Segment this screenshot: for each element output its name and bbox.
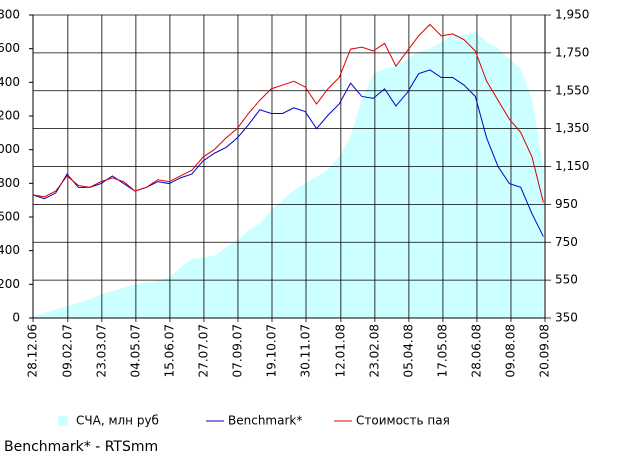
y2-tick-label: 950 [555,197,578,211]
x-tick-label: 30.11.07 [299,324,313,377]
x-tick-label: 04.05.07 [128,324,142,377]
x-tick-label: 23.03.07 [94,324,108,377]
y-tick-label: 1600 [0,41,20,55]
y-tick-label: 0 [12,311,20,325]
y2-tick-label: 1,750 [555,45,589,59]
y-tick-label: 200 [0,277,20,291]
area [33,31,544,318]
y-tick-label: 800 [0,176,20,190]
footnote: Benchmark* - RTSmm [4,439,158,455]
y2-tick-label: 1,150 [555,159,589,173]
y2-tick-label: 350 [555,311,578,325]
x-tick-label: 23.02.08 [367,324,381,377]
y-tick-label: 1800 [0,8,20,22]
line [32,23,544,203]
x-tick-label: 09.02.07 [60,324,74,377]
legend-swatch [58,416,68,426]
y2-tick-label: 1,950 [555,8,589,22]
x-tick-label: 19.10.07 [264,324,278,377]
x-tick-label: 05.04.08 [401,324,415,377]
x-tick-label: 15.06.07 [162,324,176,377]
y2-tick-label: 1,550 [555,83,589,97]
legend-label: Стоимость пая [356,414,450,428]
y-tick-label: 1400 [0,75,20,89]
y-tick-label: 1000 [0,142,20,156]
x-tick-label: 28.12.06 [26,324,40,377]
legend-label: Benchmark* [228,414,302,428]
x-tick-label: 09.08.08 [503,324,517,377]
legend-label: СЧА, млн руб [76,414,159,428]
y-tick-label: 400 [0,243,20,257]
x-tick-label: 28.06.08 [469,324,483,377]
x-tick-label: 17.05.08 [435,324,449,377]
x-tick-label: 20.09.08 [538,324,552,377]
y2-tick-label: 550 [555,273,578,287]
y-tick-label: 600 [0,210,20,224]
x-tick-label: 12.01.08 [333,324,347,377]
x-tick-label: 27.07.07 [196,324,210,377]
x-tick-label: 07.09.07 [230,324,244,377]
y2-tick-label: 750 [555,235,578,249]
y-tick-label: 1200 [0,109,20,123]
y2-tick-label: 1,350 [555,121,589,135]
